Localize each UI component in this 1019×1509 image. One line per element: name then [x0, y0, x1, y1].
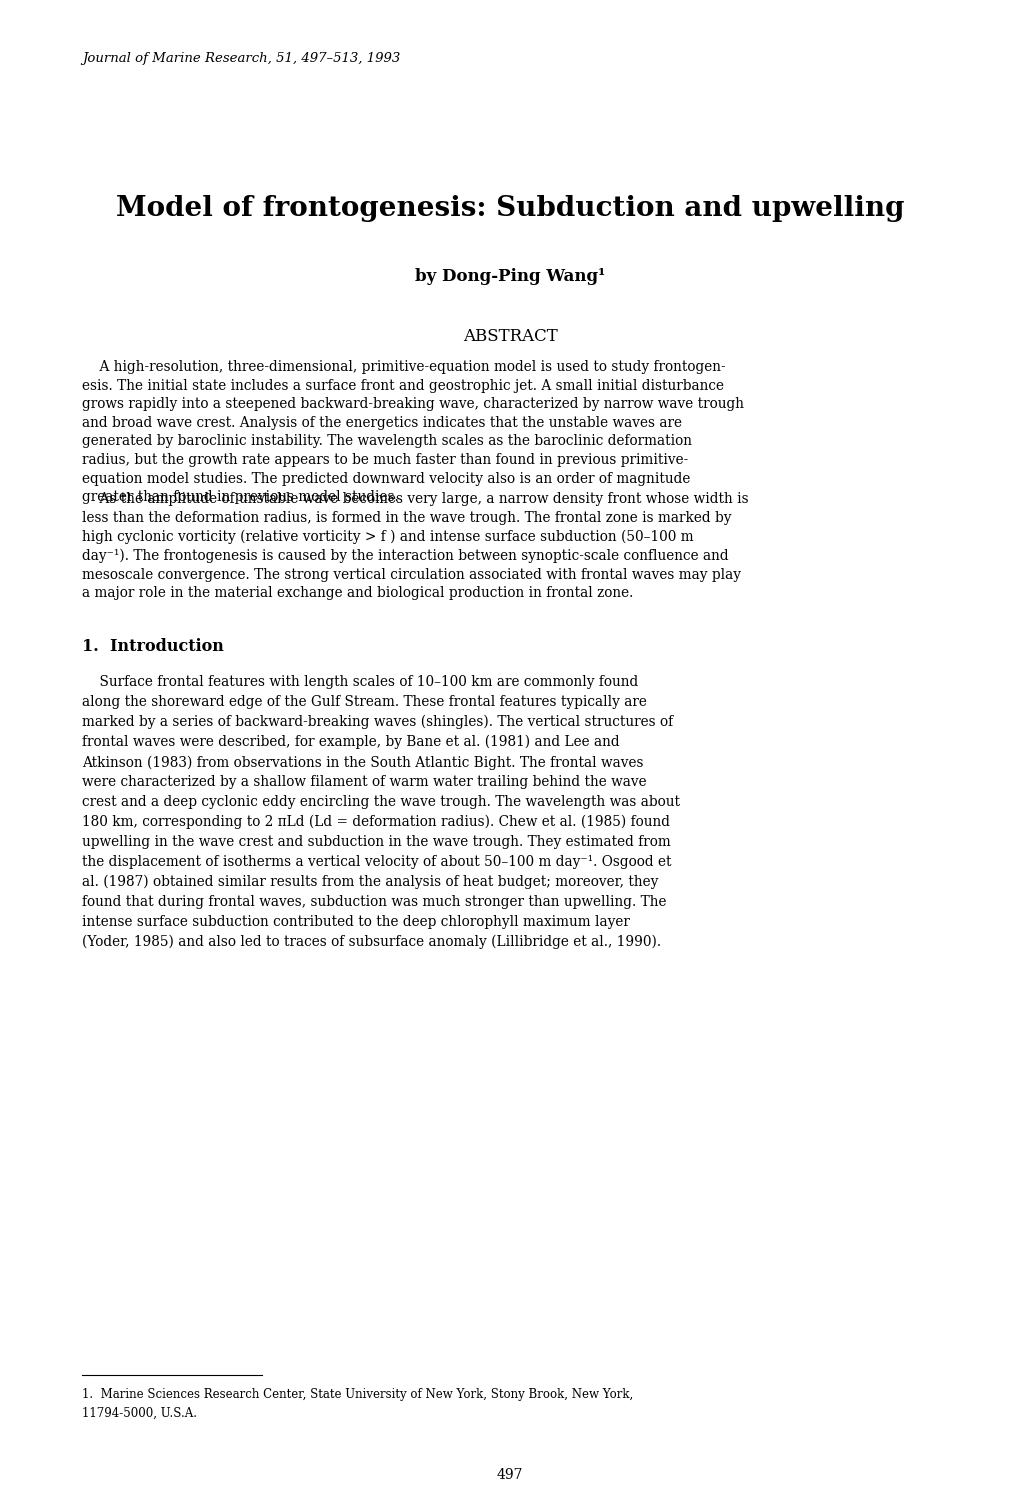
Text: Surface frontal features with length scales of 10–100 km are commonly found
alon: Surface frontal features with length sca…: [82, 675, 680, 949]
Text: As the amplitude of unstable wave becomes very large, a narrow density front who: As the amplitude of unstable wave become…: [82, 492, 748, 601]
Text: Journal of Marine Research, 51, 497–513, 1993: Journal of Marine Research, 51, 497–513,…: [82, 51, 399, 65]
Text: ABSTRACT: ABSTRACT: [463, 327, 556, 346]
Text: 1.  Marine Sciences Research Center, State University of New York, Stony Brook, : 1. Marine Sciences Research Center, Stat…: [82, 1388, 633, 1400]
Text: 11794-5000, U.S.A.: 11794-5000, U.S.A.: [82, 1406, 197, 1420]
Text: A high-resolution, three-dimensional, primitive-equation model is used to study : A high-resolution, three-dimensional, pr…: [82, 361, 743, 504]
Text: by Dong-Ping Wang¹: by Dong-Ping Wang¹: [415, 269, 604, 285]
Text: 497: 497: [496, 1468, 523, 1482]
Text: Model of frontogenesis: Subduction and upwelling: Model of frontogenesis: Subduction and u…: [115, 195, 904, 222]
Text: 1.  Introduction: 1. Introduction: [82, 638, 223, 655]
